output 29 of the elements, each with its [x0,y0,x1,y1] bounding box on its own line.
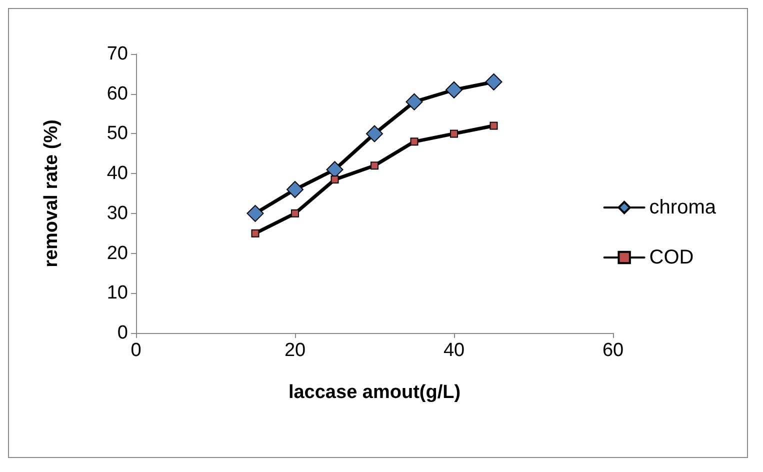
point [450,130,458,138]
point [370,162,378,170]
point [291,209,299,218]
y-tick-label: 0 [117,322,128,344]
y-tick-label: 60 [106,83,128,104]
point [490,122,498,130]
y-tick-label: 70 [106,44,128,64]
point [410,138,418,146]
x-axis-title: laccase amout(g/L) [288,382,461,403]
point [246,204,264,222]
x-tick-label: 20 [284,340,306,361]
point [446,81,462,98]
y-tick-label: 10 [106,282,128,304]
point [330,176,339,184]
y-axis-title: removal rate (%) [41,120,62,268]
point [485,73,502,90]
y-tick-label: 40 [106,163,128,184]
point [406,93,423,110]
legend-label: COD [649,246,694,268]
y-tick-label: 30 [106,202,128,224]
point [251,229,260,238]
point [366,125,383,142]
y-tick-label: 20 [106,242,128,264]
x-tick-label: 40 [443,340,465,361]
point [286,181,304,198]
y-tick-label: 50 [106,123,128,144]
x-tick-label: 0 [130,340,142,361]
legend-label: chroma [649,196,717,218]
x-tick-label: 60 [602,340,624,361]
